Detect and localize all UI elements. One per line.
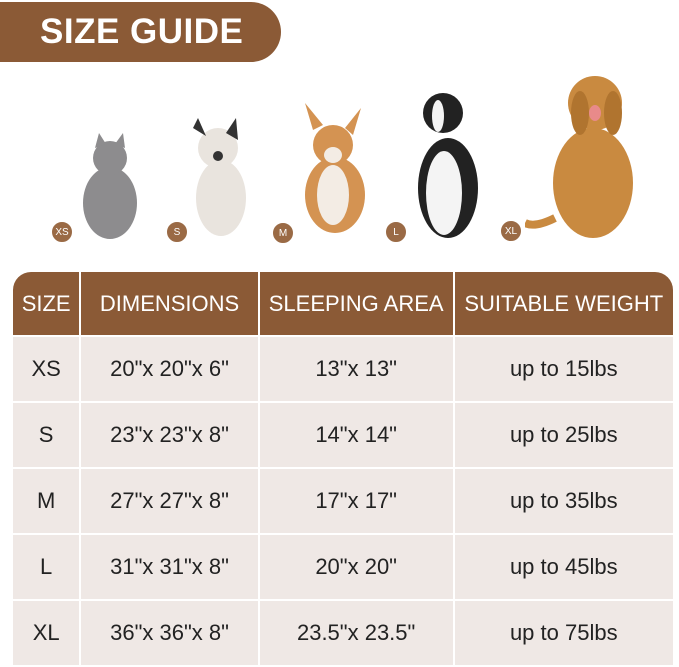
cell-size: M: [13, 469, 80, 533]
cell-dimensions: 36"x 36"x 8": [81, 601, 258, 665]
size-table: SIZE DIMENSIONS SLEEPING AREA SUITABLE W…: [11, 270, 675, 667]
border-collie-image: [418, 93, 478, 238]
cell-dimensions: 27"x 27"x 8": [81, 469, 258, 533]
cell-weight: up to 75lbs: [454, 601, 673, 665]
size-badge-l: L: [385, 221, 407, 243]
size-guide-banner: SIZE GUIDE: [0, 2, 281, 62]
cell-size: XL: [13, 601, 80, 665]
size-badge-xl: XL: [500, 220, 522, 242]
cell-sleeping-area: 20"x 20": [259, 535, 453, 599]
header-size: SIZE: [13, 272, 80, 335]
size-badge-xs: XS: [51, 221, 73, 243]
cell-dimensions: 20"x 20"x 6": [81, 337, 258, 401]
cell-size: S: [13, 403, 80, 467]
header-sleeping-area: SLEEPING AREA: [259, 272, 453, 335]
cell-weight: up to 15lbs: [454, 337, 673, 401]
cell-sleeping-area: 23.5"x 23.5": [259, 601, 453, 665]
cell-weight: up to 45lbs: [454, 535, 673, 599]
cell-size: XS: [13, 337, 80, 401]
cell-dimensions: 23"x 23"x 8": [81, 403, 258, 467]
header-suitable-weight: SUITABLE WEIGHT: [454, 272, 673, 335]
cell-sleeping-area: 14"x 14": [259, 403, 453, 467]
cell-sleeping-area: 17"x 17": [259, 469, 453, 533]
cat-image: [83, 133, 137, 239]
table-row: M 27"x 27"x 8" 17"x 17" up to 35lbs: [13, 469, 673, 533]
table-row: S 23"x 23"x 8" 14"x 14" up to 25lbs: [13, 403, 673, 467]
cell-weight: up to 25lbs: [454, 403, 673, 467]
cell-size: L: [13, 535, 80, 599]
cell-weight: up to 35lbs: [454, 469, 673, 533]
header-dimensions: DIMENSIONS: [81, 272, 258, 335]
table-header-row: SIZE DIMENSIONS SLEEPING AREA SUITABLE W…: [13, 272, 673, 335]
size-badge-s: S: [166, 221, 188, 243]
cell-dimensions: 31"x 31"x 8": [81, 535, 258, 599]
table-row: XL 36"x 36"x 8" 23.5"x 23.5" up to 75lbs: [13, 601, 673, 665]
table-row: XS 20"x 20"x 6" 13"x 13" up to 15lbs: [13, 337, 673, 401]
size-badge-m: M: [272, 222, 294, 244]
french-bulldog-image: [193, 118, 246, 236]
golden-retriever-image: [525, 76, 633, 238]
table-row: L 31"x 31"x 8" 20"x 20" up to 45lbs: [13, 535, 673, 599]
corgi-image: [305, 103, 365, 233]
cell-sleeping-area: 13"x 13": [259, 337, 453, 401]
